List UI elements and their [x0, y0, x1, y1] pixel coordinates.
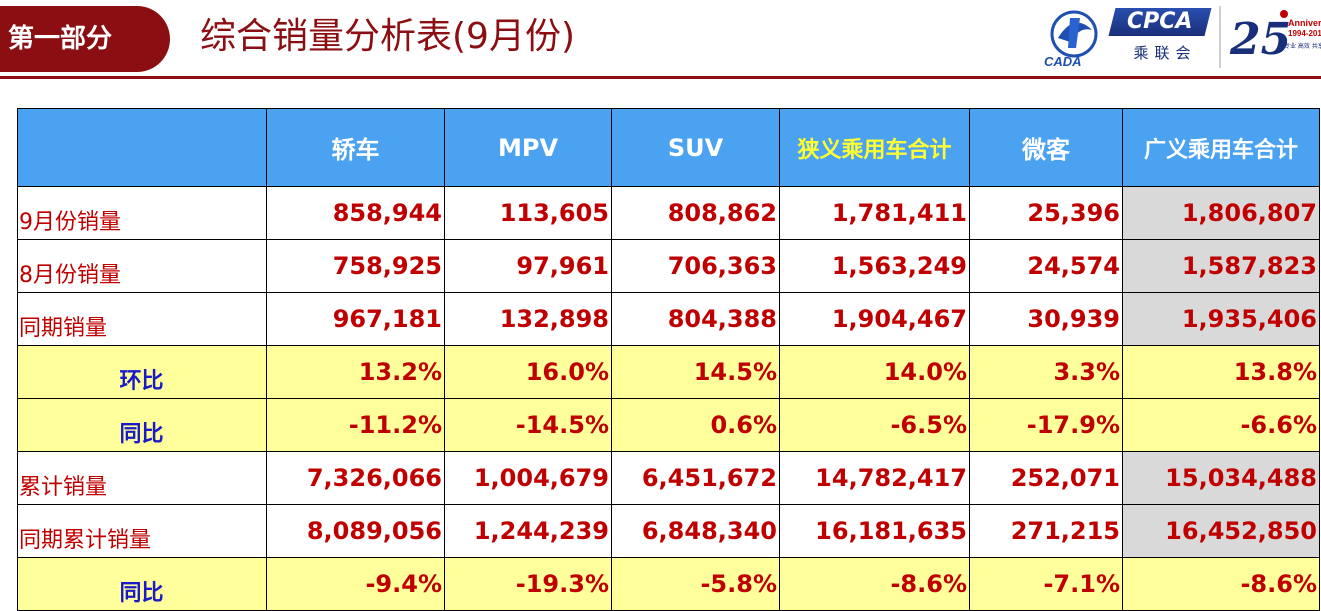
cpca-cn-text: 乘联会	[1133, 44, 1197, 62]
page-header: 第一部分 综合销量分析表(9月份) CADA CPCA 乘联会 25 Anniv…	[0, 0, 1321, 80]
table-cell: -8.6%	[779, 557, 970, 611]
table-cell: -14.5%	[444, 398, 612, 452]
header-cell-blank	[17, 108, 267, 187]
table-cell: 16,452,850	[1122, 504, 1320, 558]
table-cell: 97,961	[444, 239, 612, 293]
table-cell: 14.5%	[611, 345, 780, 399]
header-rule	[0, 76, 1321, 79]
table-row: 环比 13.2% 16.0% 14.5% 14.0% 3.3% 13.8%	[17, 345, 1320, 399]
table-row: 同比 -9.4% -19.3% -5.8% -8.6% -7.1% -8.6%	[17, 557, 1320, 611]
table-cell: -6.5%	[779, 398, 970, 452]
table-cell: 6,451,672	[611, 451, 780, 505]
row-label: 环比	[17, 345, 267, 399]
table-cell: 858,944	[266, 186, 445, 240]
table-cell: 1,244,239	[444, 504, 612, 558]
table-cell: -19.3%	[444, 557, 612, 611]
table-cell: 6,848,340	[611, 504, 780, 558]
table-cell: 13.8%	[1122, 345, 1320, 399]
table-cell: 16,181,635	[779, 504, 970, 558]
row-label: 同比	[17, 557, 267, 611]
header-cell-suv: SUV	[611, 108, 780, 187]
logo-divider	[1219, 6, 1221, 68]
table-cell: 15,034,488	[1122, 451, 1320, 505]
table-cell: 14.0%	[779, 345, 970, 399]
cpca-text: CPCA	[1127, 9, 1193, 34]
table-cell: 1,781,411	[779, 186, 970, 240]
table-cell: 24,574	[969, 239, 1123, 293]
row-label: 同期累计销量	[17, 504, 267, 558]
table-row: 累计销量 7,326,066 1,004,679 6,451,672 14,78…	[17, 451, 1320, 505]
table-row: 8月份销量 758,925 97,961 706,363 1,563,249 2…	[17, 239, 1320, 293]
table-row: 同比 -11.2% -14.5% 0.6% -6.5% -17.9% -6.6%	[17, 398, 1320, 452]
table-cell: 808,862	[611, 186, 780, 240]
anniversary-text: Anniver	[1288, 18, 1321, 28]
table-cell: 271,215	[969, 504, 1123, 558]
cada-logo: CADA	[1044, 10, 1098, 69]
table-row: 9月份销量 858,944 113,605 808,862 1,781,411 …	[17, 186, 1320, 240]
table-cell: -8.6%	[1122, 557, 1320, 611]
sales-analysis-table: 轿车 MPV SUV 狭义乘用车合计 微客 广义乘用车合计 9月份销量 858,…	[17, 108, 1320, 611]
table-cell: 30,939	[969, 292, 1123, 346]
table-cell: 3.3%	[969, 345, 1123, 399]
table-cell: 1,563,249	[779, 239, 970, 293]
table-row: 同期销量 967,181 132,898 804,388 1,904,467 3…	[17, 292, 1320, 346]
table-cell: -5.8%	[611, 557, 780, 611]
anniversary-sub: 专业 高效 共享	[1284, 42, 1321, 50]
table-cell: 132,898	[444, 292, 612, 346]
anniversary-number: 25	[1229, 14, 1291, 65]
table-cell: 13.2%	[266, 345, 445, 399]
table-header-row: 轿车 MPV SUV 狭义乘用车合计 微客 广义乘用车合计	[17, 108, 1320, 187]
anniversary-logo: 25 Anniver 1994-201 专业 高效 共享	[1229, 10, 1321, 65]
table-cell: -6.6%	[1122, 398, 1320, 452]
header-cell-broad-total: 广义乘用车合计	[1122, 108, 1320, 187]
table-cell: 758,925	[266, 239, 445, 293]
table-cell: -17.9%	[969, 398, 1123, 452]
table-cell: 804,388	[611, 292, 780, 346]
page-title: 综合销量分析表(9月份)	[200, 16, 575, 57]
table-cell: 14,782,417	[779, 451, 970, 505]
table-cell: 16.0%	[444, 345, 612, 399]
header-cell-narrow-total: 狭义乘用车合计	[779, 108, 970, 187]
header-cell-sedan: 轿车	[266, 108, 445, 187]
table-cell: -7.1%	[969, 557, 1123, 611]
table-cell: 1,935,406	[1122, 292, 1320, 346]
table-cell: 252,071	[969, 451, 1123, 505]
table-cell: 25,396	[969, 186, 1123, 240]
row-label: 9月份销量	[17, 186, 267, 240]
table-cell: 1,806,807	[1122, 186, 1320, 240]
table-cell: 1,904,467	[779, 292, 970, 346]
table-cell: 7,326,066	[266, 451, 445, 505]
table-cell: 0.6%	[611, 398, 780, 452]
header-cell-minivan: 微客	[969, 108, 1123, 187]
row-label: 累计销量	[17, 451, 267, 505]
row-label: 同期销量	[17, 292, 267, 346]
table-cell: -11.2%	[266, 398, 445, 452]
table-cell: 1,587,823	[1122, 239, 1320, 293]
section-tab: 第一部分	[0, 6, 170, 72]
row-label: 同比	[17, 398, 267, 452]
table-row: 同期累计销量 8,089,056 1,244,239 6,848,340 16,…	[17, 504, 1320, 558]
cada-text: CADA	[1044, 54, 1082, 69]
table-cell: 8,089,056	[266, 504, 445, 558]
cpca-logo: CPCA 乘联会	[1108, 8, 1212, 70]
header-cell-mpv: MPV	[444, 108, 612, 187]
table-cell: 113,605	[444, 186, 612, 240]
row-label: 8月份销量	[17, 239, 267, 293]
table-cell: -9.4%	[266, 557, 445, 611]
table-cell: 706,363	[611, 239, 780, 293]
table-cell: 967,181	[266, 292, 445, 346]
table-cell: 1,004,679	[444, 451, 612, 505]
anniversary-years: 1994-201	[1288, 29, 1321, 38]
